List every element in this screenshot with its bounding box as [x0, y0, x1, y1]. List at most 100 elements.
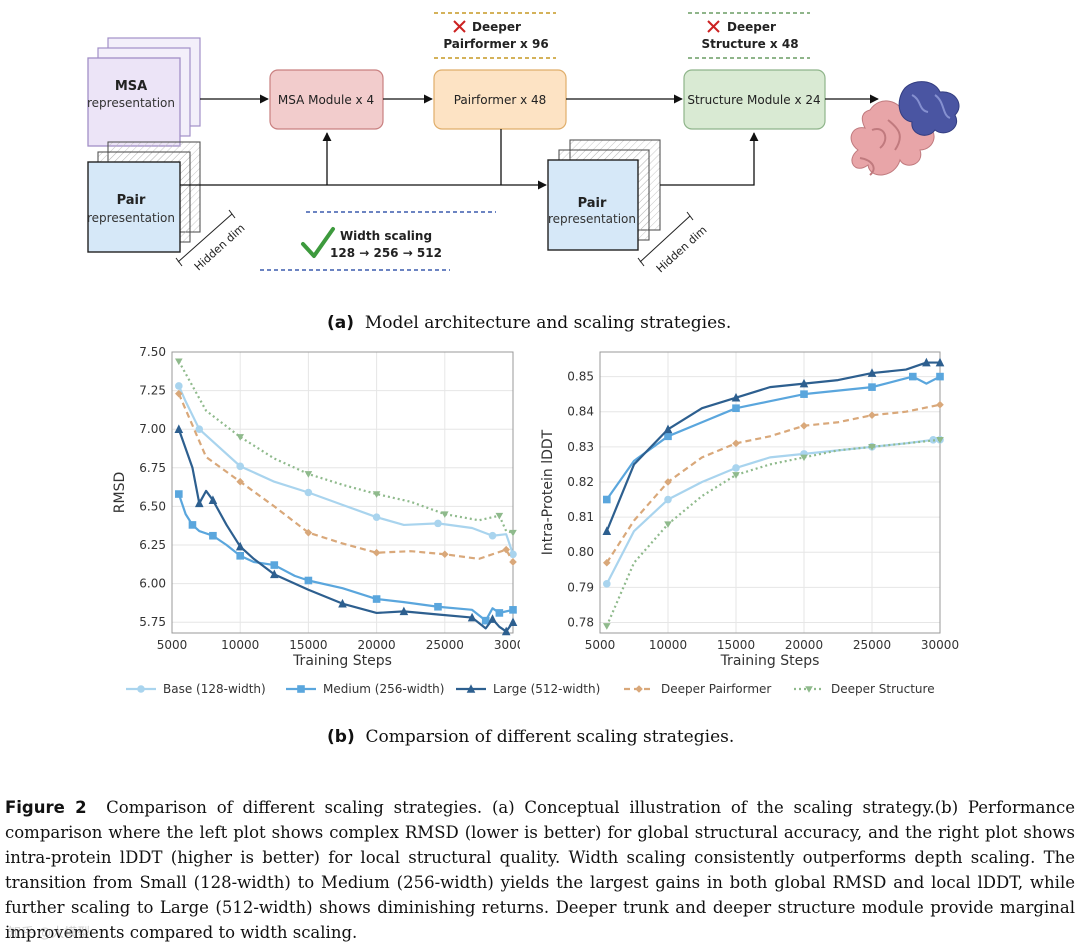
caption-b-label: (b)	[327, 727, 355, 747]
y-tick-label: 0.83	[567, 440, 594, 454]
y-tick-label: 0.85	[567, 370, 594, 384]
data-point	[922, 357, 931, 367]
y-axis-label: Intra-Protein lDDT	[540, 429, 556, 555]
data-point	[603, 623, 611, 630]
data-point	[270, 561, 279, 569]
legend-item: Large (512-width)	[455, 682, 600, 696]
series-line	[605, 403, 941, 564]
data-point	[936, 372, 944, 381]
data-point	[603, 580, 611, 588]
structure-module-box: Structure Module x 24	[683, 69, 826, 130]
data-point	[868, 411, 876, 420]
data-point	[868, 444, 876, 451]
x-tick-label: 20000	[785, 638, 823, 652]
data-point	[175, 382, 183, 390]
data-point	[304, 576, 313, 585]
x-tick-label: 10000	[649, 638, 687, 652]
data-point	[236, 434, 244, 441]
x-tick-label: 10000	[221, 638, 259, 652]
data-point	[664, 432, 672, 441]
x-tick-label: 15000	[717, 638, 755, 652]
caption-b: (b) Comparsion of different scaling stra…	[327, 727, 734, 747]
x-tick-label: 20000	[358, 638, 396, 652]
y-tick-label: 0.79	[567, 580, 594, 594]
data-point	[174, 424, 184, 433]
pairformer-box: Pairformer x 48	[433, 69, 567, 130]
y-tick-label: 7.25	[139, 384, 166, 398]
data-point	[236, 477, 244, 486]
data-point	[501, 626, 511, 636]
data-point	[732, 404, 740, 412]
series-large-512-width	[174, 424, 518, 636]
data-point	[175, 358, 183, 366]
legend-label: Base (128-width)	[163, 682, 266, 696]
msa-rep-subtitle: representation	[87, 96, 175, 110]
series-line	[605, 438, 940, 585]
y-tick-label: 0.84	[567, 405, 594, 419]
data-point	[194, 498, 204, 508]
data-point	[664, 521, 672, 528]
series-deeper-structure	[603, 437, 944, 630]
x-tick-label: 30000	[494, 638, 520, 652]
series-line	[605, 375, 941, 501]
caption-a: (a) Model architecture and scaling strat…	[327, 313, 731, 333]
y-tick-label: 7.00	[139, 422, 166, 436]
deeper-structure-value: Structure x 48	[701, 37, 798, 51]
caption-b-text: Comparsion of different scaling strategi…	[365, 727, 735, 747]
data-point	[236, 462, 244, 471]
pair-representation-stack-right: Pair representation Hidden dim	[547, 139, 710, 275]
data-point	[467, 612, 477, 622]
legend-swatch	[126, 685, 156, 693]
msa-module-label: MSA Module x 4	[278, 93, 374, 107]
data-point	[236, 552, 244, 560]
data-point	[867, 368, 877, 377]
lddt-chart: 5000 10000 15000 20000 25000 30000 0.78 0.79 0.8…	[540, 351, 959, 669]
series-line	[177, 385, 515, 555]
data-point	[304, 528, 313, 537]
series-line	[177, 393, 514, 563]
watermark: 知乎 @大模型	[8, 926, 91, 941]
y-tick-label: 6.50	[139, 499, 166, 513]
data-point	[235, 541, 245, 551]
msa-representation-stack: MSA representation	[87, 37, 201, 147]
series-line	[177, 428, 514, 633]
legend-swatch	[794, 686, 824, 693]
legend-item: Deeper Structure	[793, 682, 935, 696]
series-base-128-width	[603, 436, 944, 588]
data-point	[372, 595, 381, 603]
data-point	[502, 545, 510, 554]
architecture-diagram: MSA representation Pair representation H…	[87, 12, 960, 275]
y-tick-label: 6.25	[139, 538, 166, 552]
figure-caption: Figure 2 Comparison of different scaling…	[5, 795, 1075, 945]
legend-label: Large (512-width)	[493, 682, 601, 696]
figure-caption-text: Comparison of different scaling strategi…	[5, 798, 1075, 942]
plot-frame	[171, 351, 514, 634]
deeper-pairformer-title: Deeper	[472, 20, 521, 34]
series-line	[605, 361, 940, 532]
legend-marker	[635, 685, 643, 693]
data-point	[441, 550, 449, 559]
pair-rep2-title: Pair	[578, 196, 607, 211]
data-point	[338, 598, 347, 608]
width-scaling-value: 128 → 256 → 512	[330, 246, 442, 260]
data-point	[909, 372, 917, 381]
data-point	[488, 531, 497, 540]
check-icon	[301, 227, 335, 258]
pair-rep-subtitle: representation	[87, 211, 175, 225]
x-tick-label: 25000	[853, 638, 891, 652]
series-medium-256-width	[175, 490, 517, 625]
data-point	[799, 378, 809, 388]
data-point	[495, 609, 504, 617]
data-point	[195, 425, 204, 433]
rmsd-chart: 5000 10000 15000 20000 25000 30000 5.75 6.00 6.2…	[112, 345, 520, 669]
legend-label: Deeper Pairformer	[661, 682, 772, 696]
x-tick-label: 25000	[426, 638, 464, 652]
y-tick-label: 0.78	[567, 615, 594, 629]
data-point	[603, 558, 611, 567]
series-line	[605, 438, 941, 627]
data-point	[208, 495, 218, 505]
legend-swatch	[624, 685, 654, 693]
x-axis-label: Training Steps	[292, 653, 392, 669]
x-axis-label: Training Steps	[720, 653, 820, 669]
data-point	[175, 490, 183, 498]
